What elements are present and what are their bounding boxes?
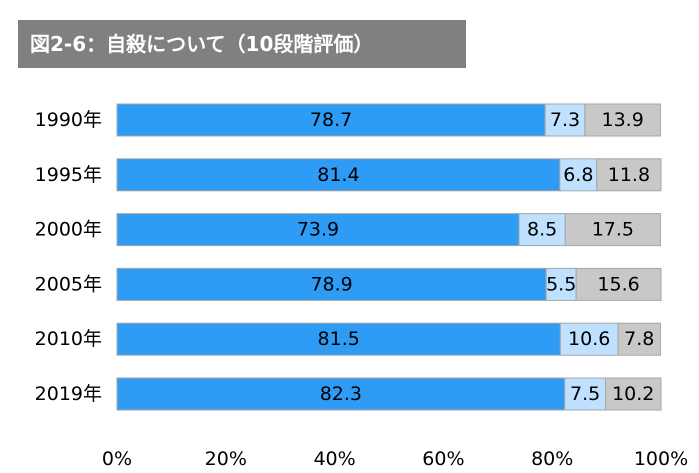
data-label: 7.3 xyxy=(550,109,580,131)
x-tick-label: 40% xyxy=(313,448,355,470)
category-label: 1990年 xyxy=(35,109,102,131)
bar-segment xyxy=(564,377,607,411)
data-label: 10.6 xyxy=(568,328,610,350)
data-label: 81.4 xyxy=(317,164,359,186)
x-tick-label: 100% xyxy=(634,448,688,470)
data-label: 78.9 xyxy=(310,273,352,295)
data-label: 7.5 xyxy=(570,383,600,405)
data-label: 8.5 xyxy=(527,219,557,241)
data-label: 7.8 xyxy=(624,328,654,350)
data-label: 15.6 xyxy=(597,273,639,295)
data-label: 78.7 xyxy=(310,109,352,131)
bar-segment xyxy=(575,267,662,301)
bar-segment xyxy=(617,322,661,356)
bar-segment xyxy=(605,377,662,411)
category-label: 2005年 xyxy=(35,273,102,295)
data-label: 11.8 xyxy=(608,164,650,186)
bar-segment xyxy=(596,158,662,192)
bar-segment xyxy=(559,158,598,192)
data-label: 17.5 xyxy=(592,219,634,241)
category-label: 2000年 xyxy=(35,219,102,241)
data-label: 5.5 xyxy=(546,273,576,295)
category-label: 1995年 xyxy=(35,164,102,186)
data-label: 6.8 xyxy=(563,164,593,186)
bar-segment xyxy=(559,322,619,356)
bar-segment xyxy=(116,322,561,356)
bar-segment xyxy=(116,158,561,192)
data-label: 82.3 xyxy=(320,383,362,405)
bar-segment xyxy=(116,267,547,301)
data-label: 81.5 xyxy=(318,328,360,350)
bar-segment xyxy=(545,267,577,301)
category-label: 2010年 xyxy=(35,328,102,350)
x-tick-label: 20% xyxy=(205,448,247,470)
category-label: 2019年 xyxy=(35,383,102,405)
data-label: 73.9 xyxy=(297,219,339,241)
bar-segment xyxy=(518,213,566,247)
bar-segment xyxy=(584,103,661,137)
data-label: 10.2 xyxy=(612,383,654,405)
chart-title: 図2-6：自殺について（10段階評価） xyxy=(18,20,466,68)
bar-segment xyxy=(116,103,546,137)
x-tick-label: 0% xyxy=(102,448,132,470)
bar-segment xyxy=(116,213,520,247)
x-tick-label: 80% xyxy=(531,448,573,470)
x-tick-label: 60% xyxy=(422,448,464,470)
bar-segment xyxy=(564,213,661,247)
data-label: 13.9 xyxy=(601,109,643,131)
